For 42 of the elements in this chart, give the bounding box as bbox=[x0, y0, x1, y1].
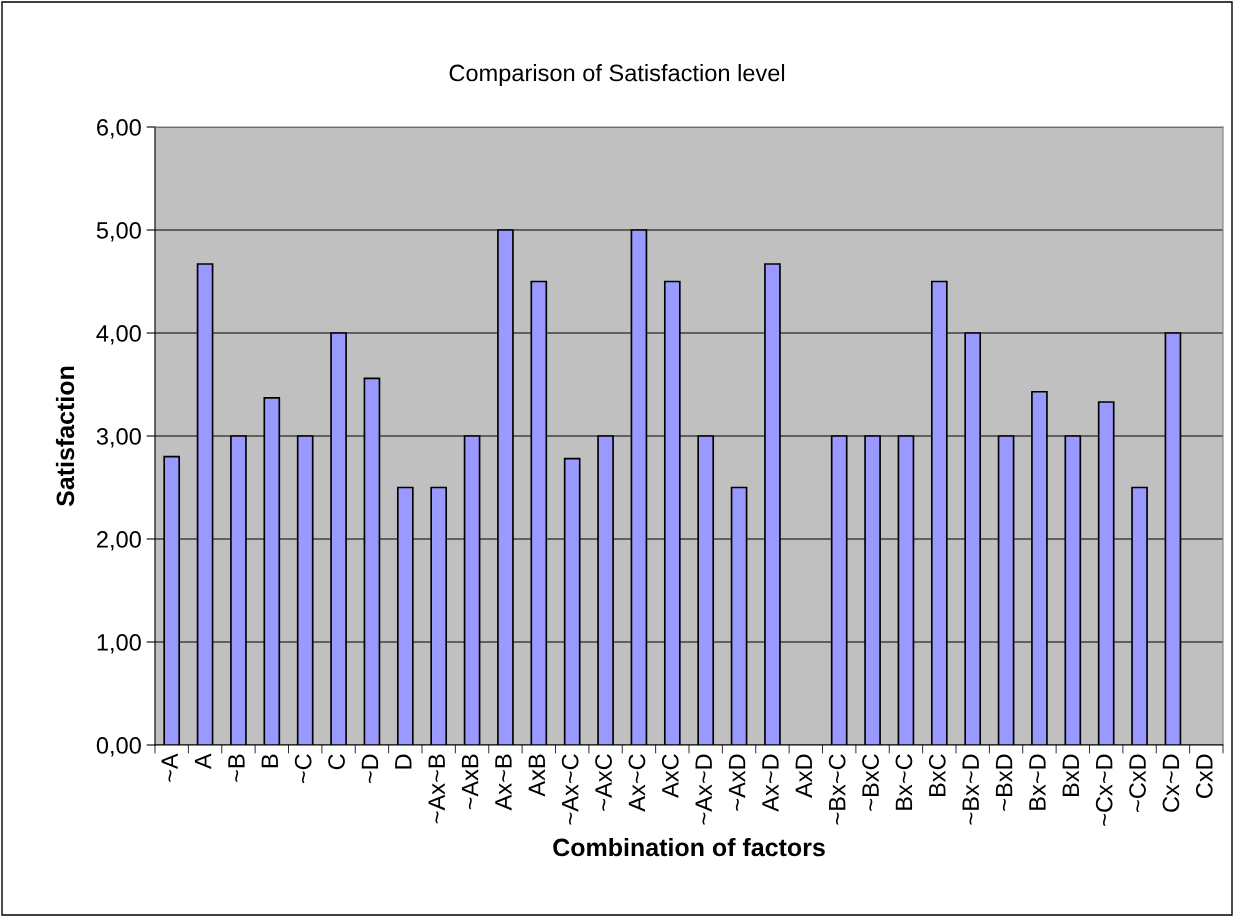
x-tick-label: CxD bbox=[1195, 754, 1213, 799]
y-tick-label: 2,00 bbox=[97, 531, 141, 551]
x-tick-label: A bbox=[194, 753, 212, 770]
x-tick-label: ~Ax~D bbox=[695, 754, 712, 825]
x-tick-label: ~AxB bbox=[461, 754, 479, 810]
x-tick-label: ~B bbox=[228, 754, 245, 782]
x-tick-label: Bx~D bbox=[1029, 754, 1046, 810]
x-tick-label: ~BxD bbox=[995, 754, 1013, 811]
x-tick-label: ~Ax~C bbox=[561, 754, 579, 825]
x-tick-label: ~C bbox=[294, 754, 312, 784]
x-tick-label: Bx~C bbox=[895, 754, 913, 810]
y-tick-label: 3,00 bbox=[96, 428, 141, 448]
x-tick-label: ~Ax~B bbox=[428, 754, 445, 824]
x-tick-label: ~Bx~C bbox=[828, 754, 846, 825]
x-tick-label: ~Bx~D bbox=[962, 754, 979, 825]
x-tick-label: BxD bbox=[1062, 754, 1079, 796]
x-tick-label: ~A bbox=[161, 753, 178, 782]
x-tick-label: ~AxC bbox=[595, 754, 612, 811]
x-tick-label: Ax~C bbox=[628, 754, 646, 812]
y-tick-label: 1,00 bbox=[97, 634, 141, 654]
x-tick-label: B bbox=[261, 754, 278, 768]
x-tick-label: ~Cx~D bbox=[1095, 754, 1113, 826]
y-tick-label: 5,00 bbox=[96, 222, 141, 242]
x-tick-label: ~BxC bbox=[862, 754, 879, 811]
x-tick-label: AxB bbox=[528, 754, 545, 797]
x-tick-label: AxC bbox=[661, 754, 679, 798]
y-tick-label: 6,00 bbox=[97, 119, 141, 139]
x-tick-label: ~CxD bbox=[1129, 754, 1146, 812]
y-tick-label: 0,00 bbox=[96, 737, 141, 757]
x-tick-label: Ax~D bbox=[762, 754, 779, 812]
x-tick-label: AxD bbox=[795, 754, 812, 798]
x-tick-label: D bbox=[395, 754, 412, 769]
x-tick-label: ~D bbox=[361, 754, 379, 784]
chart-title: Comparison of Satisfaction level bbox=[449, 64, 785, 86]
y-axis-title: Satisfaction bbox=[55, 366, 75, 507]
x-tick-label: Cx~D bbox=[1162, 754, 1180, 812]
y-tick-label: 4,00 bbox=[96, 325, 141, 345]
x-tick-label: ~AxD bbox=[728, 754, 746, 811]
x-axis-title: Combination of factors bbox=[553, 837, 825, 857]
x-tick-label: C bbox=[328, 754, 345, 770]
x-tick-label: BxC bbox=[928, 754, 946, 796]
x-tick-label: Ax~B bbox=[495, 754, 512, 811]
